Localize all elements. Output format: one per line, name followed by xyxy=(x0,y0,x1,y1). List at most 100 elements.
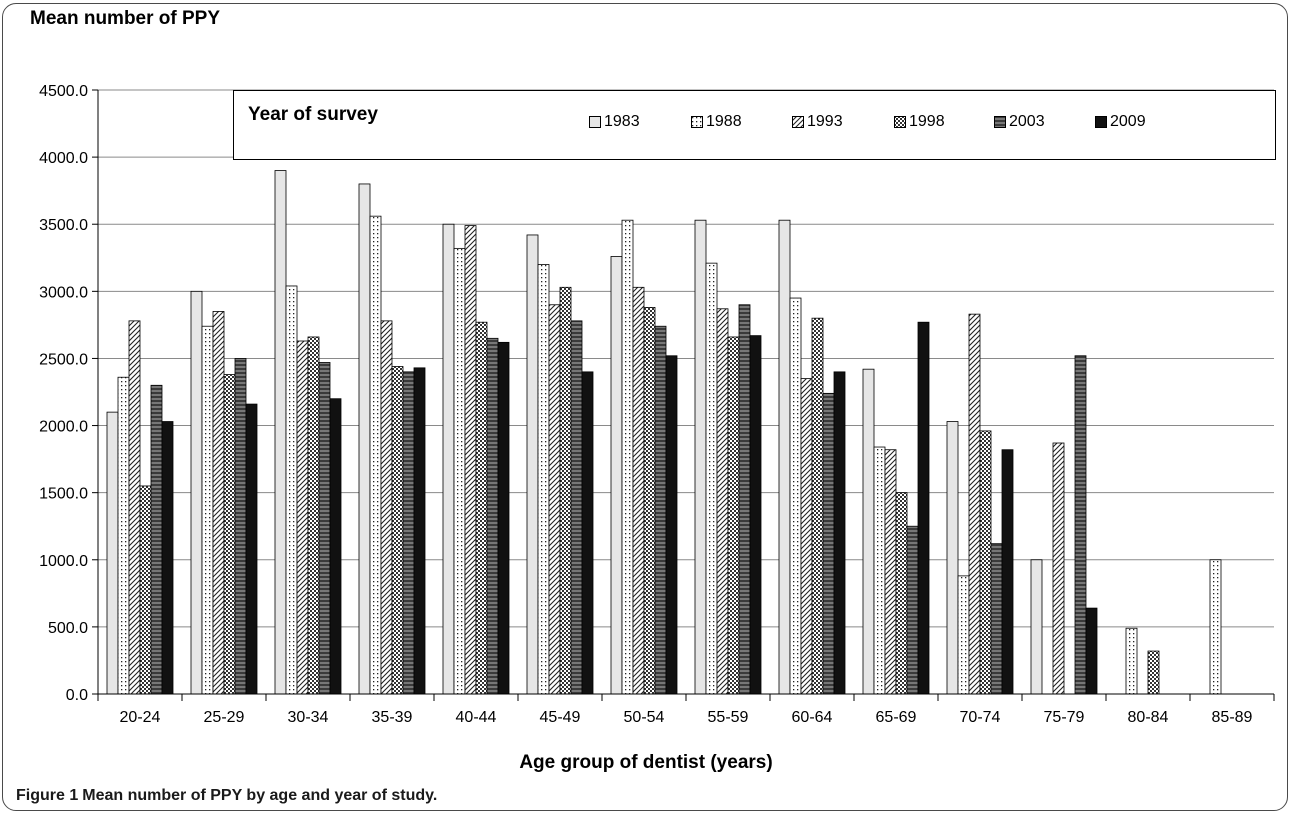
bar-1983-70-74 xyxy=(946,421,959,695)
figure-frame xyxy=(2,3,1288,811)
bar-2003-45-49 xyxy=(570,320,583,695)
bar-2003-50-54 xyxy=(654,325,667,695)
bar-1988-60-64 xyxy=(789,297,802,695)
bar-1998-80-84 xyxy=(1147,650,1160,695)
bar-1993-70-74 xyxy=(968,313,981,695)
bar-2003-35-39 xyxy=(402,371,415,695)
x-tick-label: 85-89 xyxy=(1212,709,1253,726)
caption-text: Mean number of PPY by age and year of st… xyxy=(82,787,438,804)
bar-1983-65-69 xyxy=(862,368,875,695)
bar-1983-25-29 xyxy=(190,290,203,695)
axes: 0.0 500.0 1000.0 1500.0 2000.0 2500.0 3000.0 35… xyxy=(39,83,1275,726)
bar-1988-30-34 xyxy=(285,285,298,695)
bar-1988-45-49 xyxy=(537,264,550,695)
bar-1988-65-69 xyxy=(873,446,886,695)
bar-1993-50-54 xyxy=(632,286,645,695)
x-tick-label: 25-29 xyxy=(204,709,245,726)
bar-1998-65-69 xyxy=(895,492,908,695)
bar-1993-45-49 xyxy=(548,304,561,695)
y-tick-label: 2500.0 xyxy=(39,351,88,368)
legend-label: 1998 xyxy=(909,113,945,130)
legend-title: Year of survey xyxy=(248,104,378,125)
caption-label: Figure 1 xyxy=(16,787,79,804)
legend-item-1998: 1998 xyxy=(894,113,945,131)
bars xyxy=(106,170,1222,695)
bar-1988-70-74 xyxy=(957,575,970,695)
legend-label: 2003 xyxy=(1009,113,1045,130)
bar-1998-25-29 xyxy=(223,374,236,695)
bar-1988-40-44 xyxy=(453,247,466,695)
bar-1988-85-89 xyxy=(1209,559,1222,695)
bar-2009-40-44 xyxy=(497,341,510,695)
bar-1988-50-54 xyxy=(621,219,634,695)
bar-2009-45-49 xyxy=(581,371,594,695)
bar-1983-75-79 xyxy=(1030,559,1043,695)
y-tick-label: 1500.0 xyxy=(39,486,88,503)
chart-title: Mean number of PPY xyxy=(30,8,221,29)
bar-1998-55-59 xyxy=(727,336,740,695)
legend-item-1993: 1993 xyxy=(792,113,843,131)
x-tick-label: 80-84 xyxy=(1128,709,1169,726)
legend-item-1983: 1983 xyxy=(589,113,640,131)
x-tick-label: 60-64 xyxy=(792,709,833,726)
x-tick-label: 70-74 xyxy=(960,709,1001,726)
bar-1983-45-49 xyxy=(526,234,539,695)
x-tick-label: 20-24 xyxy=(120,709,161,726)
bar-1993-30-34 xyxy=(296,340,309,695)
bar-1983-35-39 xyxy=(358,183,371,695)
y-tick-label: 0.0 xyxy=(66,687,88,704)
bar-1998-50-54 xyxy=(643,307,656,695)
bar-1993-55-59 xyxy=(716,308,729,695)
bar-2009-60-64 xyxy=(833,371,846,695)
bar-1983-30-34 xyxy=(274,170,287,695)
legend-swatch xyxy=(792,116,804,128)
y-tick-label: 4000.0 xyxy=(39,150,88,167)
x-tick-label: 50-54 xyxy=(624,709,665,726)
figure-caption: Figure 1 Mean number of PPY by age and ye… xyxy=(16,787,437,805)
y-tick-label: 4500.0 xyxy=(39,83,88,100)
bar-2009-30-34 xyxy=(329,398,342,695)
x-tick-label: 30-34 xyxy=(288,709,329,726)
x-tick-label: 45-49 xyxy=(540,709,581,726)
bar-2003-60-64 xyxy=(822,392,835,695)
x-tick-label: 75-79 xyxy=(1044,709,1085,726)
bar-1998-40-44 xyxy=(475,321,488,695)
y-tick-label: 3000.0 xyxy=(39,284,88,301)
x-tick-label: 35-39 xyxy=(372,709,413,726)
legend-swatch xyxy=(894,116,906,128)
y-tick-label: 1000.0 xyxy=(39,553,88,570)
bar-2009-20-24 xyxy=(161,421,174,695)
y-tick-label: 2000.0 xyxy=(39,419,88,436)
bar-1988-55-59 xyxy=(705,262,718,695)
x-tick-label: 40-44 xyxy=(456,709,497,726)
bar-2009-35-39 xyxy=(413,367,426,695)
bar-1983-50-54 xyxy=(610,256,623,695)
bar-1998-20-24 xyxy=(139,485,152,695)
x-axis-title: Age group of dentist (years) xyxy=(519,752,773,773)
bar-1998-60-64 xyxy=(811,317,824,695)
bar-1983-20-24 xyxy=(106,411,119,695)
legend-label: 1988 xyxy=(706,113,742,130)
legend-swatch xyxy=(589,116,601,128)
bar-1983-60-64 xyxy=(778,219,791,695)
bar-1998-35-39 xyxy=(391,366,404,695)
bar-2003-65-69 xyxy=(906,525,919,695)
bar-1998-70-74 xyxy=(979,430,992,695)
legend-swatch xyxy=(691,116,703,128)
bar-1988-35-39 xyxy=(369,215,382,695)
bar-2009-55-59 xyxy=(749,335,762,695)
legend-label: 1993 xyxy=(807,113,843,130)
bar-2009-25-29 xyxy=(245,403,258,695)
x-tick-label: 65-69 xyxy=(876,709,917,726)
bar-1993-35-39 xyxy=(380,320,393,695)
legend-swatch xyxy=(1095,116,1107,128)
bar-2003-30-34 xyxy=(318,362,331,695)
bar-1993-60-64 xyxy=(800,378,813,695)
bar-1998-30-34 xyxy=(307,336,320,695)
bar-1993-75-79 xyxy=(1052,442,1065,695)
bar-2009-70-74 xyxy=(1001,449,1014,695)
bar-1988-25-29 xyxy=(201,325,214,695)
bar-1993-40-44 xyxy=(464,225,477,695)
bar-2009-65-69 xyxy=(917,321,930,695)
bar-1983-55-59 xyxy=(694,219,707,695)
